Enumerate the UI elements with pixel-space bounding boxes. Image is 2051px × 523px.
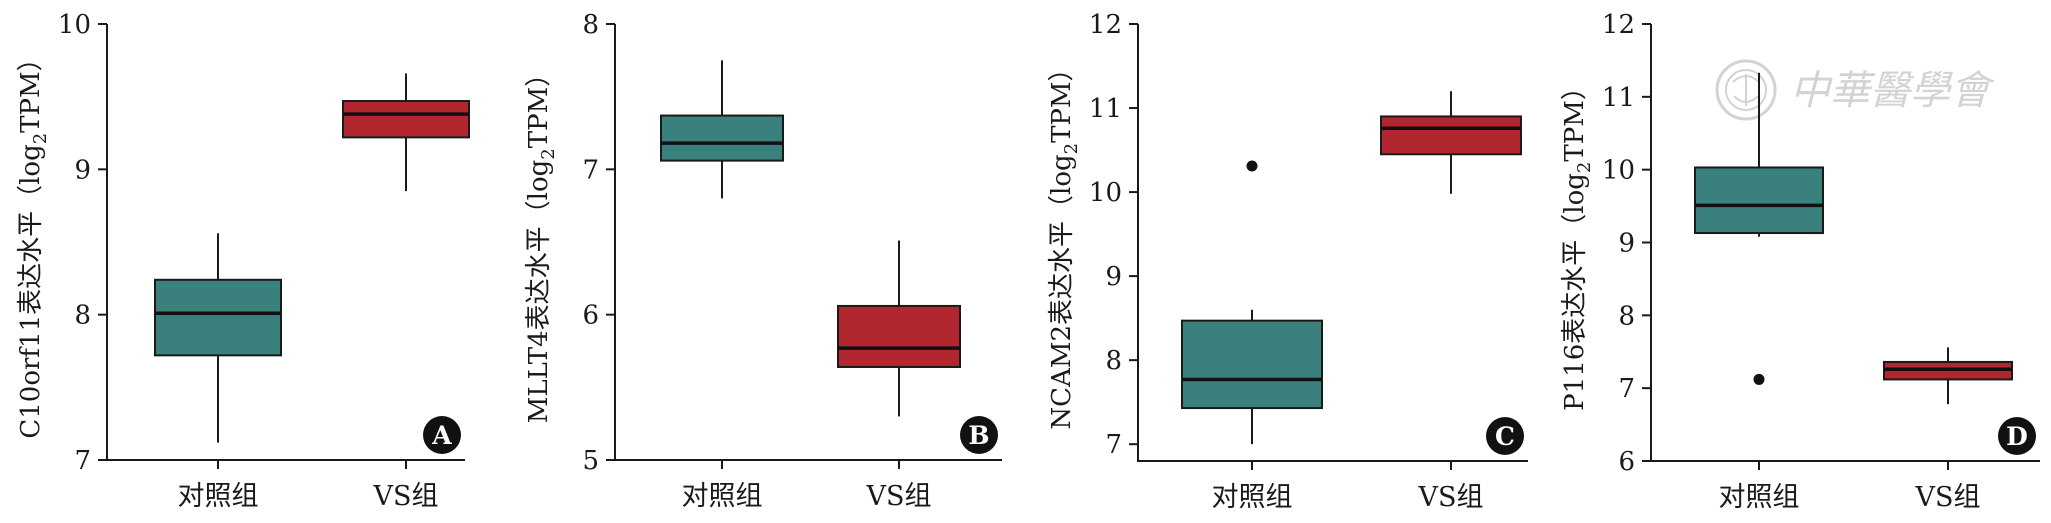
y-axis-label-main: P116表达水平（log (1560, 173, 1590, 411)
box-control (1694, 72, 1824, 385)
box-body (1181, 319, 1323, 410)
y-axis-label-main: C10orf11表达水平（log (16, 144, 46, 438)
x-category-label: 对照组 (1212, 482, 1293, 513)
y-tick-label: 8 (74, 301, 91, 331)
y-axis-label-main: MLLT4表达水平（log (524, 160, 554, 424)
y-axis-label-subscript: 2 (1574, 162, 1595, 173)
box-control (660, 60, 784, 199)
panel-letter: D (2006, 422, 2028, 451)
outlier-point (1753, 373, 1765, 385)
y-axis-label: NCAM2表达水平（log2TPM） (1047, 55, 1082, 429)
y-tick-label: 7 (74, 446, 91, 476)
box-body (342, 100, 470, 139)
box-control (154, 233, 282, 443)
y-tick-label: 9 (1105, 262, 1122, 292)
y-tick-label: 11 (1602, 83, 1635, 113)
y-tick-label: 8 (1618, 301, 1635, 331)
box-body (1694, 166, 1824, 235)
panel-d: 6 7 8 9 10 11 12 对照组 VS组 P116表达水平（log2TPM） D (1560, 10, 2040, 513)
watermark: 中華醫學會 (1715, 59, 1995, 121)
y-tick-label: 6 (1618, 447, 1635, 477)
y-axis-label: P116表达水平（log2TPM） (1560, 74, 1595, 411)
y-tick-label: 7 (582, 155, 599, 185)
box-vs (342, 73, 470, 192)
watermark-text: 中華醫學會 (1790, 68, 1995, 114)
box-control (1181, 160, 1323, 445)
watermark-seal-icon (1715, 59, 1777, 121)
x-category-label: 对照组 (682, 481, 763, 512)
panel-badge (960, 416, 998, 454)
x-category-label: VS组 (1915, 482, 1981, 513)
y-axis-label-tail: TPM） (524, 61, 554, 148)
y-axis-label-tail: TPM） (1047, 55, 1077, 142)
panel-letter: B (968, 421, 989, 450)
y-axis-label-main: NCAM2表达水平（log (1047, 154, 1077, 429)
y-axis-label: C10orf11表达水平（log2TPM） (16, 45, 51, 438)
y-tick-label: 10 (1089, 178, 1122, 208)
panel-letter: C (1495, 422, 1515, 451)
y-tick-label: 11 (1089, 94, 1122, 124)
y-tick-label: 7 (1105, 430, 1122, 460)
box-body (154, 278, 282, 357)
box-vs (1380, 91, 1522, 194)
y-axis-label-subscript: 2 (1061, 143, 1082, 154)
panel-badge (423, 416, 461, 454)
outlier-point (1246, 160, 1258, 172)
y-axis-label-subscript: 2 (30, 133, 51, 144)
y-tick-label: 7 (1618, 374, 1635, 404)
x-category-label: 对照组 (178, 481, 259, 512)
y-tick-label: 10 (1602, 156, 1635, 186)
panel-badge (1998, 417, 2036, 455)
box-vs (1883, 347, 2013, 405)
panel-badge (1486, 417, 1524, 455)
panel-letter: A (431, 421, 452, 450)
box-vs (837, 240, 961, 417)
x-category-label: VS组 (1418, 482, 1484, 513)
x-category-label: VS组 (373, 481, 439, 512)
panel-a: 7 8 9 10 对照组 VS组 C10orf11表达水平（log2TPM） A (16, 10, 470, 512)
y-tick-label: 6 (582, 301, 599, 331)
x-category-label: VS组 (866, 481, 932, 512)
y-tick-label: 10 (58, 10, 91, 40)
y-axis-label: MLLT4表达水平（log2TPM） (524, 61, 559, 423)
y-tick-label: 8 (582, 10, 599, 40)
box-body (1380, 115, 1522, 156)
y-tick-label: 5 (582, 446, 599, 476)
y-tick-label: 9 (1618, 229, 1635, 259)
y-axis-label-tail: TPM） (1560, 74, 1590, 161)
panel-c: 7 8 9 10 11 12 对照组 VS组 NCAM2表达水平（log2TPM） C (1047, 10, 1528, 513)
y-tick-label: 9 (74, 155, 91, 185)
x-category-label: 对照组 (1719, 482, 1800, 513)
box-body (837, 304, 961, 368)
y-tick-label: 12 (1089, 10, 1122, 40)
y-tick-label: 8 (1105, 346, 1122, 376)
y-axis-label-tail: TPM） (16, 45, 46, 132)
y-tick-label: 12 (1602, 10, 1635, 40)
y-axis-label-subscript: 2 (538, 148, 559, 159)
box-body (660, 114, 784, 162)
panel-b: 5 6 7 8 对照组 VS组 MLLT4表达水平（log2TPM） B (524, 10, 1002, 512)
